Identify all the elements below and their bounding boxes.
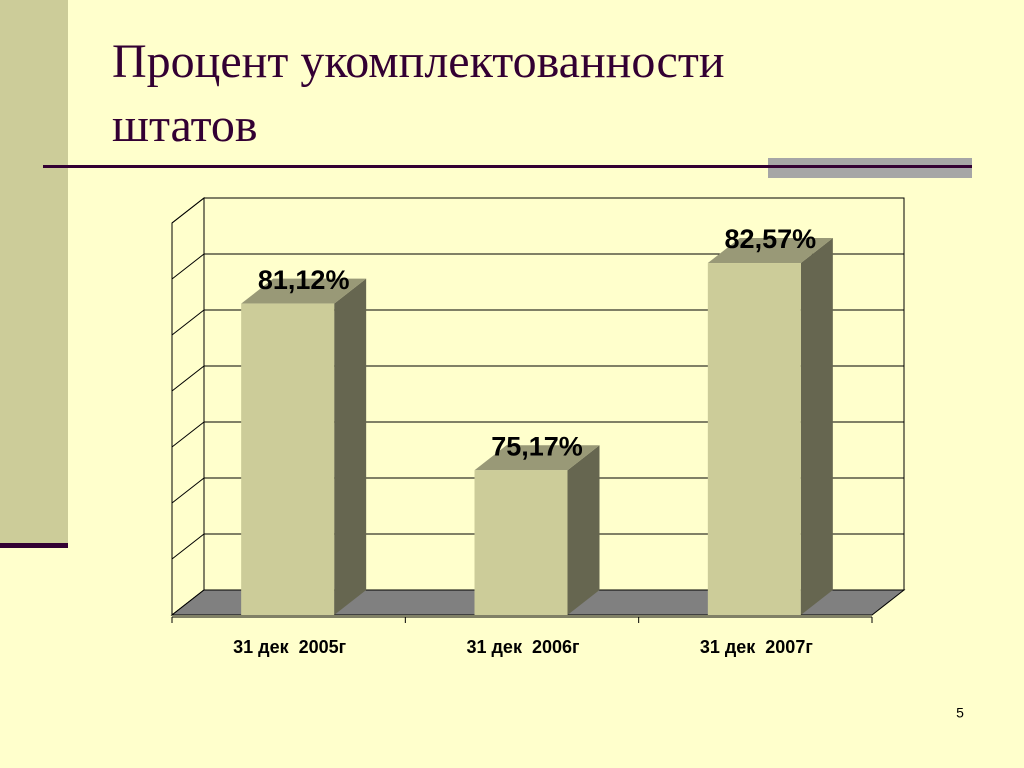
value-label: 75,17% <box>491 431 583 461</box>
grid-line <box>171 477 904 504</box>
grid-line <box>171 533 904 560</box>
side-wall <box>171 196 205 617</box>
grid-line <box>171 253 904 280</box>
grid-line <box>171 197 904 224</box>
chart-title: Процент укомплектованности штатов <box>112 35 725 152</box>
grid-line <box>171 309 904 336</box>
bar-top <box>707 238 833 264</box>
bar-side <box>800 238 833 616</box>
x-tick-label: 31 дек 2005г <box>233 637 347 657</box>
bar-side <box>334 278 367 615</box>
value-label: 82,57% <box>725 224 817 254</box>
bar <box>474 470 568 615</box>
bar-side <box>567 445 600 615</box>
bar-top <box>241 278 367 304</box>
x-tick-label: 31 дек 2006г <box>466 637 580 657</box>
page-number: 5 <box>956 705 964 721</box>
value-label: 81,12% <box>258 265 350 295</box>
title-rule <box>43 165 972 168</box>
strip-line <box>0 543 68 548</box>
side-strip <box>0 0 68 545</box>
bar-top <box>474 445 600 471</box>
title-box: Процент укомплектованности штатов <box>112 35 725 152</box>
bar <box>241 303 335 615</box>
grid-line <box>171 365 904 392</box>
x-tick-label: 31 дек 2007г <box>700 637 814 657</box>
bar <box>707 263 801 615</box>
accent-line <box>768 165 972 168</box>
grid-line <box>171 421 904 448</box>
